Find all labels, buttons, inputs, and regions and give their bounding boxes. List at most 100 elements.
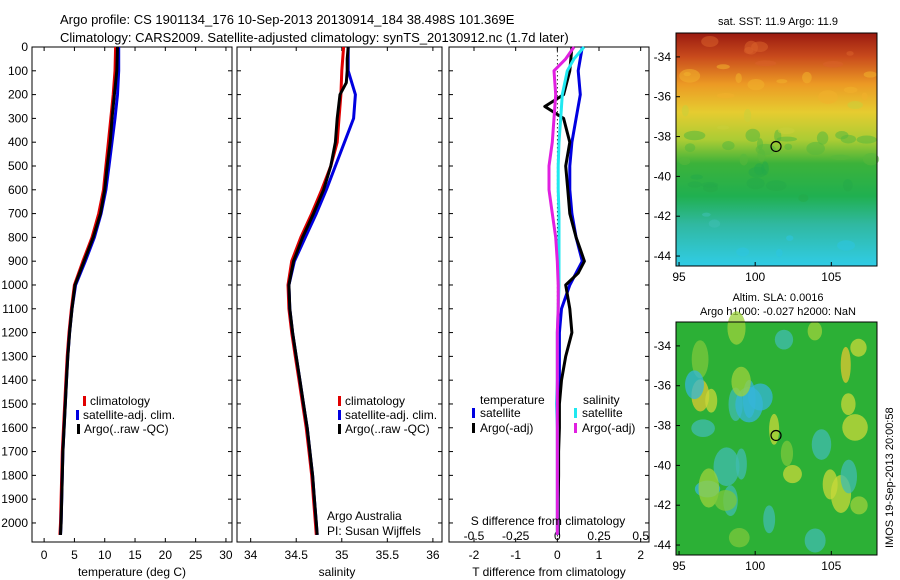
temperature-axes-frame	[31, 46, 233, 543]
series-line-salinity-argo-adj-	[547, 46, 576, 535]
sst-texture-patch	[702, 212, 711, 217]
y-tick-label: 200	[8, 88, 28, 102]
legend-t-argo: Argo(-adj)	[480, 421, 533, 435]
y-tick-label: 400	[8, 135, 28, 149]
depth-ticks: 0 100 200 300 400 500 600 700 800 900 1000 1100 1200…	[1, 40, 649, 530]
x-tick-label: 25	[189, 548, 203, 562]
sst-texture-patch	[735, 73, 742, 84]
sst-texture-patch	[679, 157, 691, 166]
sla-texture-patch	[714, 489, 737, 511]
sst-texture-patch	[843, 86, 858, 94]
x2-tick-label: 0.25	[587, 529, 611, 543]
x-tick-label: 35.5	[376, 548, 400, 562]
legend-argo: Argo(..raw -QC)	[345, 422, 430, 436]
sst-texture-patch	[761, 161, 769, 176]
sst-texture-patch	[776, 79, 788, 84]
difference-panel: -2 -1 0 1 2 -0.5 -0.25 0 0.25 0.5 T difference f…	[448, 46, 650, 579]
sla-map-frame	[675, 321, 878, 556]
sla-texture-patch	[735, 448, 747, 480]
y-tick-label: 300	[8, 111, 28, 125]
x-tick-label: -2	[469, 548, 480, 562]
legend-swatch-t-satellite	[472, 408, 475, 418]
temperature-panel: 0100200300400500600700800900100011001200…	[1, 40, 649, 579]
sst-texture-patch	[776, 248, 783, 257]
sla-texture-patch	[783, 464, 802, 484]
x-tick-label: 20	[159, 548, 173, 562]
sla-longitude-ticks: 95 100 105	[672, 551, 842, 573]
t-difference-axis-label: T difference from climatology	[472, 565, 626, 579]
x-tick-label: 0	[554, 548, 561, 562]
legend-swatch-satellite	[338, 410, 341, 420]
sst-map-title: sat. SST: 11.9 Argo: 11.9	[718, 16, 838, 28]
difference-series	[543, 46, 586, 535]
temperature-legend: climatology satellite-adj. clim. Argo(..…	[76, 394, 175, 436]
sst-texture-patch	[766, 180, 787, 192]
difference-legend: temperature salinity satellite Argo(-adj…	[472, 393, 635, 435]
lon-tick-label: 95	[672, 270, 686, 284]
series-line-climatology	[58, 46, 118, 535]
sst-field	[676, 33, 877, 266]
sst-texture-patch	[842, 179, 853, 192]
sst-texture-patch	[679, 68, 701, 83]
sst-texture-patch	[755, 60, 777, 67]
sst-texture-patch	[681, 105, 689, 117]
sla-texture-patch	[804, 528, 826, 553]
sst-texture-patch	[683, 130, 706, 141]
argo-float-marker	[770, 429, 782, 442]
sst-texture-patch	[684, 143, 696, 153]
lat-tick-label: -44	[654, 249, 672, 263]
x-tick-label: 36	[426, 548, 440, 562]
temperature-ticks: 0 5 10 15 20 25 30	[41, 47, 233, 562]
legend-swatch-argo	[77, 424, 80, 434]
sst-map-panel: sat. SST: 11.9 Argo: 11.9 -34 -36 -38 -40 -4…	[654, 16, 880, 284]
sst-texture-patch	[708, 219, 721, 228]
sst-texture-patch	[816, 131, 829, 145]
sla-texture-patch	[811, 429, 832, 460]
y-tick-label: 800	[8, 230, 28, 244]
sst-texture-patch	[747, 78, 765, 91]
sst-texture-patch	[856, 135, 877, 144]
y-tick-label: 2000	[1, 516, 28, 530]
sla-map-title-line2: Argo h1000: -0.027 h2000: NaN	[700, 306, 856, 318]
sst-texture-patch	[687, 181, 702, 188]
sst-texture-patch	[847, 101, 863, 110]
sla-map-panel: Altim. SLA: 0.0016 Argo h1000: -0.027 h2…	[654, 292, 878, 573]
x-tick-label: 35	[335, 548, 349, 562]
x-tick-label: 30	[219, 548, 233, 562]
sst-texture-patch	[802, 71, 812, 84]
series-line-argo-raw-qc-	[59, 46, 119, 535]
series-line-argo-raw-qc-	[287, 46, 350, 536]
difference-axes-frame	[448, 46, 650, 543]
legend-argo: Argo(..raw -QC)	[84, 422, 169, 436]
x-tick-label: 5	[71, 548, 78, 562]
sla-texture-patch	[731, 366, 751, 397]
sst-latitude-ticks: -34 -36 -38 -40 -42 -44	[654, 50, 680, 263]
sst-texture-patch	[846, 51, 854, 56]
legend-climatology: climatology	[90, 394, 150, 408]
lat-tick-label: -40	[654, 169, 672, 183]
y-tick-label: 1100	[2, 302, 28, 316]
sst-texture-patch	[716, 93, 735, 99]
legend-climatology: climatology	[345, 394, 405, 408]
y-tick-label: 1700	[1, 445, 28, 459]
y-tick-label: 1800	[1, 468, 28, 482]
sst-texture-patch	[716, 125, 730, 130]
sst-texture-patch	[863, 71, 877, 78]
sst-texture-patch	[806, 141, 825, 156]
y-tick-label: 1300	[1, 349, 28, 363]
sla-texture-patch	[840, 346, 851, 384]
y-tick-label: 500	[8, 159, 28, 173]
lon-tick-label: 95	[672, 559, 686, 573]
sla-latitude-ticks: -34 -36 -38 -40 -42 -44	[654, 339, 680, 552]
legend-s-satellite: satellite	[582, 406, 623, 420]
y-tick-label: 600	[8, 183, 28, 197]
legend-swatch-climatology	[338, 396, 341, 406]
legend-swatch-argo	[338, 424, 341, 434]
figure-title-line2: Climatology: CARS2009. Satellite-adjuste…	[60, 30, 569, 45]
sst-longitude-ticks: 95 100 105	[672, 262, 842, 284]
y-tick-label: 1000	[1, 278, 28, 292]
legend-satellite: satellite-adj. clim.	[345, 408, 437, 422]
lon-tick-label: 105	[821, 559, 841, 573]
y-tick-label: 1200	[1, 326, 28, 340]
sst-texture-patch	[744, 40, 758, 55]
